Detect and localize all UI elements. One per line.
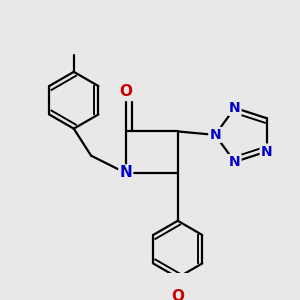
Text: N: N bbox=[229, 101, 241, 115]
Text: O: O bbox=[119, 84, 132, 99]
Text: N: N bbox=[261, 145, 272, 159]
Text: O: O bbox=[171, 289, 184, 300]
Text: N: N bbox=[119, 166, 132, 181]
Text: N: N bbox=[209, 128, 221, 142]
Text: N: N bbox=[229, 155, 241, 169]
